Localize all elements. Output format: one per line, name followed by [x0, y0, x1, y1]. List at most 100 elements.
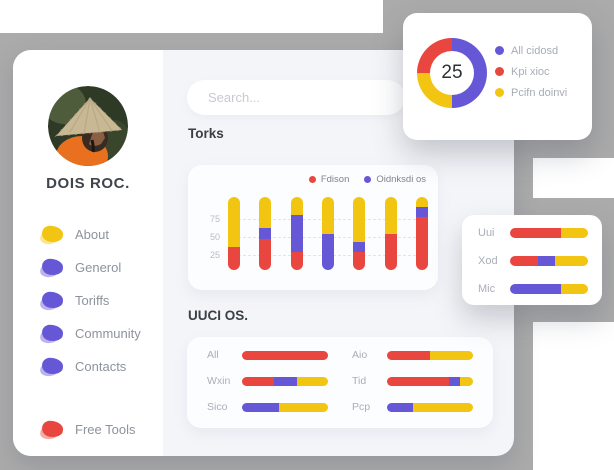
menu-blob-icon	[40, 259, 64, 277]
bar-segment	[273, 376, 298, 386]
menu-blob-icon	[40, 226, 64, 244]
avatar[interactable]	[48, 86, 128, 166]
bar-segment	[560, 228, 588, 238]
bar-segment	[538, 256, 556, 266]
bar-segment	[510, 284, 561, 294]
bar-segment	[560, 284, 588, 294]
bar-segment	[384, 197, 397, 235]
donut-legend-item: All cidosd	[495, 44, 567, 57]
stacked-bar	[384, 197, 397, 270]
h-bar	[510, 228, 588, 238]
bar-row: Aio	[352, 342, 473, 368]
legend-dot-icon	[495, 67, 504, 76]
legend-dot-icon	[495, 46, 504, 55]
legend-label: Oidnksdi os	[376, 174, 426, 185]
h-bar	[510, 284, 588, 294]
bar-segment	[321, 234, 334, 270]
stacked-bar	[290, 197, 303, 270]
torks-legend-item: Fdison	[308, 174, 350, 185]
bar-segment	[430, 350, 473, 360]
legend-label: Pcifn doinvi	[511, 86, 568, 99]
bar-segment	[278, 402, 328, 412]
donut-legend: All cidosd Kpi xioc Pcifn doinvi	[495, 44, 567, 99]
bar-segment	[510, 256, 539, 266]
sidebar-item-generol[interactable]: Generol	[13, 251, 163, 284]
stacked-bar	[321, 197, 334, 270]
donut-center-value: 25	[430, 51, 474, 95]
y-tick-label: 75	[209, 214, 220, 224]
stacked-bar	[259, 197, 272, 270]
bar-segment	[353, 197, 366, 243]
bar-row-label: Tid	[352, 375, 367, 387]
torks-section-title: Torks	[188, 126, 224, 141]
bar-row: Uui	[478, 222, 588, 244]
sidebar-item-label: Community	[75, 326, 141, 341]
bar-row-label: Pcp	[352, 401, 371, 413]
avatar-photo	[48, 86, 128, 166]
bar-segment	[321, 197, 334, 235]
bar-segment	[387, 402, 413, 412]
donut-card: 25 All cidosd Kpi xioc Pcifn doinvi	[403, 13, 592, 140]
menu-blob-icon	[40, 358, 64, 376]
uuci-col-left: All Wxin Sico	[207, 342, 328, 428]
bar-segment	[353, 252, 366, 270]
sidebar-item-community[interactable]: Community	[13, 317, 163, 350]
bar-row-label: All	[207, 349, 219, 361]
bar-row: Wxin	[207, 368, 328, 394]
bar-segment	[228, 197, 240, 248]
stacked-bar	[415, 197, 428, 270]
bar-row-label: Sico	[207, 401, 228, 413]
bar-segment	[259, 197, 272, 228]
bar-row-label: Mic	[478, 283, 496, 295]
stacked-bar	[353, 197, 366, 270]
h-bar	[387, 376, 473, 386]
bar-segment	[242, 376, 274, 386]
sidebar-item-toriffs[interactable]: Toriffs	[13, 284, 163, 317]
bar-segment	[242, 402, 279, 412]
bar-segment	[460, 376, 473, 386]
sidebar-item-contacts[interactable]: Contacts	[13, 350, 163, 383]
menu-blob-icon	[40, 292, 64, 310]
search-input[interactable]	[187, 80, 405, 115]
profile-name: DOIS ROC.	[46, 175, 130, 192]
donut-chart: 25	[417, 38, 487, 108]
bar-row: All	[207, 342, 328, 368]
bar-row: Xod	[478, 250, 588, 272]
stacked-bar	[228, 197, 240, 270]
sidebar-item-about[interactable]: About	[13, 218, 163, 251]
bar-row: Sico	[207, 394, 328, 420]
torks-chart-card: Fdison Oidnksdi os 75 50 25	[188, 165, 438, 290]
sidebar-item-label: Generol	[75, 260, 122, 275]
bar-segment	[387, 376, 449, 386]
bar-row-label: Aio	[352, 349, 368, 361]
donut-legend-item: Pcifn doinvi	[495, 86, 567, 99]
legend-label: Fdison	[320, 174, 350, 185]
h-bar	[242, 402, 328, 412]
torks-legend: Fdison Oidnksdi os	[308, 174, 426, 185]
bar-row-label: Xod	[478, 255, 498, 267]
bar-segment	[448, 376, 461, 386]
bar-segment	[290, 197, 303, 215]
bar-segment	[228, 247, 240, 270]
bar-segment	[415, 206, 428, 217]
bar-segment	[510, 228, 561, 238]
menu-blob-icon	[40, 325, 64, 343]
bar-segment	[290, 252, 303, 270]
bar-segment	[412, 402, 473, 412]
bar-segment	[353, 242, 366, 253]
legend-label: All cidosd	[511, 44, 559, 57]
h-bar	[510, 256, 588, 266]
sidebar-item-free-tools[interactable]: Free Tools	[13, 413, 163, 446]
legend-dot-icon	[308, 176, 316, 183]
bar-segment	[415, 216, 428, 270]
h-bar	[242, 350, 328, 360]
bar-segment	[555, 256, 588, 266]
menu-blob-icon	[40, 421, 64, 439]
bar-segment	[290, 214, 303, 253]
side-panel-card: Uui Xod Mic	[462, 215, 602, 305]
sidebar-item-label: About	[75, 227, 109, 242]
bar-row-label: Wxin	[207, 375, 231, 387]
sidebar-item-label: Contacts	[75, 359, 127, 374]
bar-segment	[297, 376, 328, 386]
